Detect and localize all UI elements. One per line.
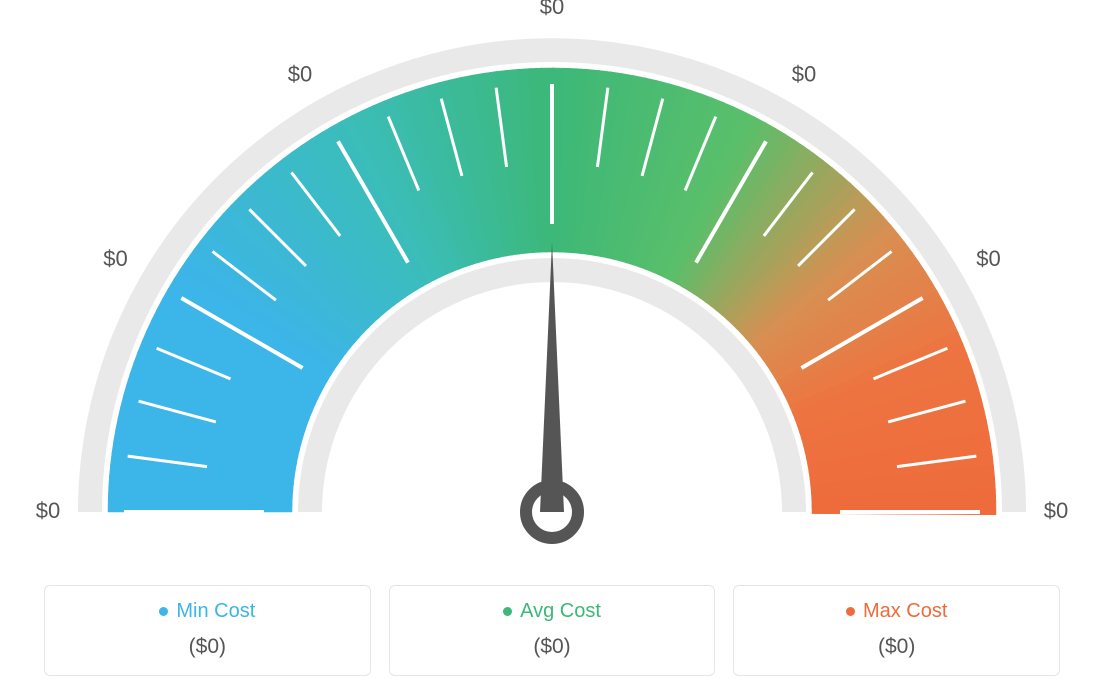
legend-value-max: ($0) [744, 635, 1049, 659]
cost-gauge-widget: $0 $0 $0 $0 $0 $0 $0 Min Cost ($0) Avg Cost ($… [0, 0, 1104, 690]
legend-card-min: Min Cost ($0) [44, 585, 371, 676]
legend-dot-avg [503, 607, 512, 616]
svg-text:$0: $0 [288, 61, 312, 86]
legend-row: Min Cost ($0) Avg Cost ($0) Max Cost ($0… [44, 585, 1060, 676]
gauge-chart: $0 $0 $0 $0 $0 $0 $0 [0, 0, 1104, 560]
legend-dot-min [159, 607, 168, 616]
legend-card-max: Max Cost ($0) [733, 585, 1060, 676]
legend-text-avg: Avg Cost [520, 600, 601, 623]
svg-text:$0: $0 [792, 61, 816, 86]
legend-dot-max [846, 607, 855, 616]
legend-label-avg: Avg Cost [503, 600, 601, 623]
legend-card-avg: Avg Cost ($0) [389, 585, 716, 676]
svg-text:$0: $0 [36, 498, 60, 523]
legend-text-min: Min Cost [176, 600, 255, 623]
svg-text:$0: $0 [103, 246, 127, 271]
gauge-area: $0 $0 $0 $0 $0 $0 $0 [0, 0, 1104, 560]
svg-text:$0: $0 [976, 246, 1000, 271]
legend-value-avg: ($0) [400, 635, 705, 659]
svg-text:$0: $0 [540, 0, 564, 19]
legend-value-min: ($0) [55, 635, 360, 659]
legend-label-min: Min Cost [159, 600, 255, 623]
legend-label-max: Max Cost [846, 600, 947, 623]
svg-text:$0: $0 [1044, 498, 1068, 523]
legend-text-max: Max Cost [863, 600, 947, 623]
